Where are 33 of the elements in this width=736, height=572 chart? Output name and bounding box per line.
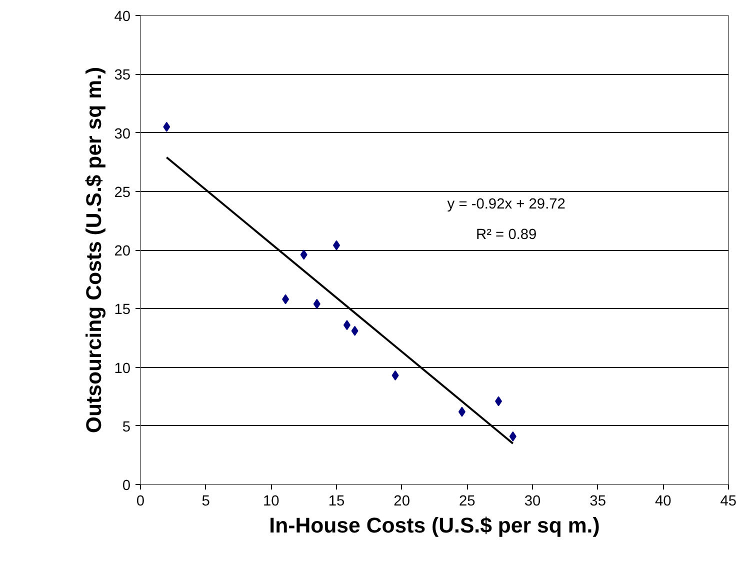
point bbox=[392, 370, 399, 380]
y-tick-label: 5 bbox=[122, 419, 131, 436]
annotation: y = -0.92x + 29.72 bbox=[447, 196, 566, 212]
x-tick-label: 40 bbox=[655, 494, 672, 510]
x-axis-title: In-House Costs (U.S.$ per sq m.) bbox=[269, 514, 600, 538]
y-tick-label: 15 bbox=[114, 302, 131, 318]
point bbox=[351, 326, 358, 336]
point bbox=[495, 396, 502, 406]
annotation: R² = 0.89 bbox=[476, 226, 537, 243]
point bbox=[163, 122, 170, 132]
x-tick-label: 20 bbox=[394, 494, 410, 510]
point bbox=[343, 320, 350, 330]
y-tick-label: 0 bbox=[122, 478, 131, 494]
x-tick-label: 45 bbox=[720, 494, 736, 510]
x-tick-label: 35 bbox=[590, 494, 606, 510]
y-tick-label: 25 bbox=[114, 184, 131, 201]
y-axis-title: Outsourcing Costs (U.S.$ per sq m.) bbox=[82, 66, 106, 434]
point bbox=[282, 294, 290, 304]
x-tick-label: 15 bbox=[328, 494, 345, 510]
point bbox=[458, 406, 466, 417]
point bbox=[509, 431, 516, 442]
x-tick-label: 5 bbox=[202, 494, 210, 510]
x-tick-label: 30 bbox=[524, 494, 541, 510]
y-tick-label: 35 bbox=[114, 68, 131, 84]
x-tick-label: 10 bbox=[263, 494, 280, 510]
y-tick-label: 40 bbox=[114, 9, 131, 25]
y-tick-label: 30 bbox=[114, 126, 131, 142]
y-tick-label: 20 bbox=[114, 244, 131, 260]
x-tick-label: 0 bbox=[136, 494, 145, 510]
point bbox=[300, 250, 308, 260]
point bbox=[313, 298, 320, 309]
y-tick-label: 10 bbox=[114, 360, 131, 377]
x-tick-label: 25 bbox=[459, 494, 476, 510]
